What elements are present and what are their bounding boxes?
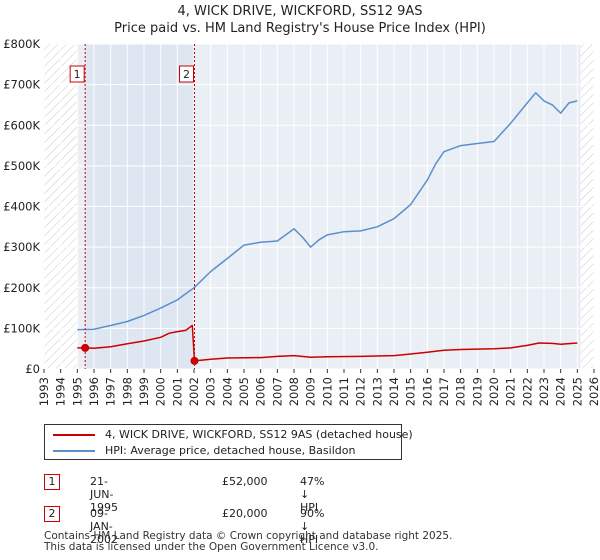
x-tick-label: 2019 xyxy=(470,377,484,406)
y-tick-label: £200K xyxy=(3,281,40,295)
x-tick-label: 2007 xyxy=(270,377,284,406)
marker-badge-label: 2 xyxy=(183,68,190,81)
x-tick-label: 2004 xyxy=(220,377,234,406)
y-tick-label: £0 xyxy=(25,362,40,376)
marker-badge xyxy=(69,65,85,83)
x-tick-label: 2020 xyxy=(487,377,501,406)
x-tick-label: 2014 xyxy=(387,377,401,406)
sale-point xyxy=(81,343,90,352)
hpi-line xyxy=(77,92,578,331)
transaction-number-badge: 2 xyxy=(44,506,60,522)
x-tick-label: 2005 xyxy=(237,377,251,406)
x-tick-label: 2010 xyxy=(320,377,334,406)
x-tick-label: 2003 xyxy=(204,377,218,406)
x-tick-label: 1997 xyxy=(104,377,118,406)
x-tick-label: 2015 xyxy=(404,377,418,406)
grid-lines xyxy=(43,43,595,370)
transaction-date: 09-JAN-2002 xyxy=(90,507,118,546)
y-tick-label: £300K xyxy=(3,240,40,254)
legend-item-hpi: HPI: Average price, detached house, Basi… xyxy=(53,443,355,459)
axes: £0 £100K £200K £300K £400K £500K £600K £700K £80… xyxy=(3,37,600,406)
legend-swatch-property xyxy=(53,434,95,436)
marker-badge xyxy=(179,65,194,83)
series-lines xyxy=(77,92,578,362)
x-tick-label: 1996 xyxy=(87,377,101,406)
x-tick-label: 1994 xyxy=(54,377,68,406)
x-tick-label: 2016 xyxy=(420,377,434,406)
marker-badge-label: 1 xyxy=(74,68,81,81)
y-tick-label: £700K xyxy=(3,78,40,92)
transaction-price: £52,000 xyxy=(222,475,268,488)
x-tick-label: 2008 xyxy=(287,377,301,406)
y-tick-label: £600K xyxy=(3,118,40,132)
x-tick-label: 2017 xyxy=(437,377,451,406)
x-tick-label: 2002 xyxy=(187,377,201,406)
transaction-price: £20,000 xyxy=(222,507,268,520)
legend: 4, WICK DRIVE, WICKFORD, SS12 9AS (detac… xyxy=(44,424,413,460)
x-tick-label: 2013 xyxy=(370,377,384,406)
transaction-date: 21-JUN-1995 xyxy=(90,475,118,514)
x-tick-label: 2022 xyxy=(520,377,534,406)
x-tick-label: 1995 xyxy=(70,377,84,406)
x-tick-label: 2006 xyxy=(254,377,268,406)
x-tick-label: 1993 xyxy=(37,377,51,406)
x-tick-label: 2012 xyxy=(354,377,368,406)
transaction-hpi-diff: 47% ↓ HPI xyxy=(300,475,325,514)
chart-title-text: 4, WICK DRIVE, WICKFORD, SS12 9AS xyxy=(177,4,423,19)
x-tick-label: 2026 xyxy=(587,377,600,406)
chart-subtitle: Price paid vs. HM Land Registry's House … xyxy=(114,21,486,36)
x-tick-label: 2001 xyxy=(170,377,184,406)
y-tick-label: £500K xyxy=(3,159,40,173)
x-tick-label: 1999 xyxy=(137,377,151,406)
x-tick-label: 2023 xyxy=(537,377,551,406)
legend-item-property: 4, WICK DRIVE, WICKFORD, SS12 9AS (detac… xyxy=(53,427,413,443)
x-tick-label: 1998 xyxy=(120,377,134,406)
x-tick-label: 2018 xyxy=(454,377,468,406)
property-price-line xyxy=(77,324,578,362)
footer-line-1: Contains HM Land Registry data © Crown c… xyxy=(44,530,453,542)
x-tick-label: 2021 xyxy=(504,377,518,406)
y-tick-label: £800K xyxy=(3,37,40,51)
sale-point xyxy=(190,356,199,365)
y-tick-label: £100K xyxy=(3,321,40,335)
x-tick-label: 2000 xyxy=(154,377,168,406)
transaction-hpi-diff: 90% ↓ HPI xyxy=(300,507,325,546)
x-tick-label: 2011 xyxy=(337,377,351,406)
footer-attribution: Contains HM Land Registry data © Crown c… xyxy=(44,531,452,553)
transaction-number-badge: 1 xyxy=(44,474,60,490)
legend-swatch-hpi xyxy=(53,450,95,452)
x-tick-label: 2009 xyxy=(304,377,318,406)
footer-line-2: This data is licensed under the Open Gov… xyxy=(44,541,379,553)
y-tick-label: £400K xyxy=(3,200,40,214)
x-tick-label: 2025 xyxy=(570,377,584,406)
legend-label-property: 4, WICK DRIVE, WICKFORD, SS12 9AS (detac… xyxy=(105,428,413,441)
x-tick-label: 2024 xyxy=(554,377,568,406)
legend-label-hpi: HPI: Average price, detached house, Basi… xyxy=(105,444,356,457)
chart-title: 4, WICK DRIVE, WICKFORD, SS12 9AS Price … xyxy=(0,3,600,37)
